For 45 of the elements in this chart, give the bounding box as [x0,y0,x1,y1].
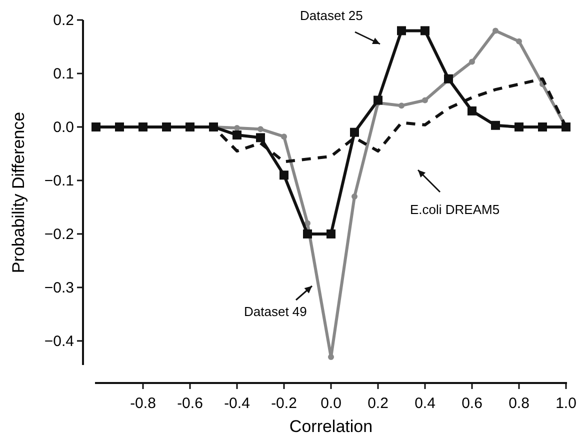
point [256,133,265,142]
y-tick-label: −0.2 [44,226,74,243]
x-tick-label: 0.2 [368,395,388,412]
point [303,229,312,238]
x-tick-label: 1.0 [556,395,576,412]
annotation: E.coli DREAM5 [410,202,500,217]
point [258,126,264,132]
x-tick-label: 0.8 [508,395,530,412]
point [281,134,287,140]
point [398,102,404,109]
y-tick-label: −0.1 [44,172,74,190]
x-tick-label: -0.6 [177,395,203,412]
point [492,28,498,34]
point [514,122,524,132]
x-tick-label: 0.0 [320,395,342,412]
point [304,220,310,226]
point [374,96,382,105]
x-tick-label: -0.4 [224,395,250,412]
x-axis-title: Correlation [289,417,373,436]
point [280,170,288,180]
point [422,97,428,104]
point [538,122,547,132]
y-axis-title: Probability Difference [9,112,28,274]
x-tick-label: -0.8 [130,395,156,412]
point [468,106,476,116]
point [352,194,358,200]
point [397,26,406,36]
y-tick-label: 0.1 [53,65,74,82]
x-tick-label: 0.6 [462,395,482,412]
point [232,130,242,140]
point [491,120,500,130]
y-tick-label: −0.3 [44,279,74,296]
point [469,58,475,65]
annotation: Dataset 25 [300,8,363,23]
y-tick-label: −0.4 [44,332,74,350]
point [420,26,430,36]
point [350,128,359,137]
x-tick-label: 0.4 [414,395,436,412]
point [516,38,522,44]
point [444,74,453,84]
annotation: Dataset 49 [244,304,307,319]
x-tick-label: -0.2 [271,395,297,412]
y-tick-label: 0.2 [53,12,74,29]
point [326,229,336,238]
y-tick-label: 0.0 [53,118,74,136]
